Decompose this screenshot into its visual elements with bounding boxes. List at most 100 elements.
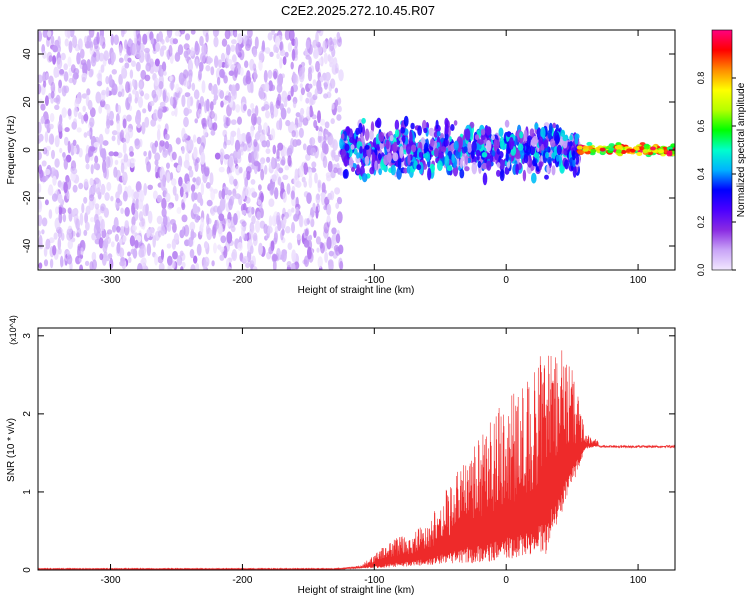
spectrogram-cell	[265, 148, 271, 155]
spectrogram-cell	[58, 130, 63, 139]
spectrogram-cell	[124, 62, 130, 69]
spectrogram-cell	[191, 82, 196, 91]
spectrogram-cell	[180, 266, 184, 270]
spectrogram-cell	[234, 139, 241, 153]
spectrogram-cell	[138, 96, 143, 108]
spectrogram-cell	[138, 88, 143, 95]
spectrogram-cell	[547, 129, 552, 140]
spectrogram-cell	[218, 59, 223, 68]
spectrogram-cell	[285, 226, 291, 234]
spectrogram-cell	[356, 164, 360, 173]
spectrogram-cell	[176, 164, 182, 172]
spectrogram-cell	[438, 152, 444, 159]
spectrogram-cell	[67, 108, 72, 117]
spectrogram-cell	[38, 199, 43, 213]
spectrogram-cell	[89, 117, 95, 128]
spectrogram-cell	[166, 172, 171, 184]
spectrogram-cell	[41, 229, 45, 235]
spectrogram-cell	[620, 150, 627, 154]
spectrogram-cell	[144, 93, 150, 100]
spectrogram-cell	[237, 116, 242, 125]
spectrogram-cell	[146, 243, 152, 256]
spectrogram-cell	[221, 61, 226, 68]
spectrogram-cell	[377, 153, 382, 161]
spectrogram-cell	[171, 178, 177, 186]
spectrogram-cell	[57, 120, 63, 132]
spectrogram-cell	[540, 143, 545, 151]
spectrogram-cell	[67, 140, 71, 154]
spectrogram-cell	[206, 199, 213, 207]
spectrogram-cell	[316, 247, 320, 253]
spectrogram-cell	[324, 121, 330, 129]
spectrogram-cell	[195, 58, 199, 69]
spectrogram-cell	[356, 152, 360, 159]
spectrogram-cell	[72, 184, 78, 193]
spectrogram-cell	[515, 152, 521, 159]
spectrogram-cell	[499, 136, 505, 150]
spectrogram-cell	[326, 236, 332, 250]
spectrogram-cell	[323, 52, 328, 65]
spectrogram-cell	[50, 90, 55, 99]
spectrogram-cell	[128, 256, 132, 263]
spectrogram-cell	[222, 114, 227, 124]
spectrogram-cell	[143, 183, 148, 196]
spectrogram-cell	[270, 128, 276, 141]
spectrogram-cell	[81, 76, 86, 83]
spectrogram-cell	[290, 61, 294, 70]
spectrogram-cell	[327, 192, 333, 201]
spectrogram-cell	[250, 187, 256, 194]
spectrogram-cell	[290, 190, 295, 200]
spectrogram-cell	[343, 155, 348, 167]
spectrogram-cell	[478, 139, 484, 145]
spectrogram-cell	[235, 193, 241, 200]
spectrogram-cell	[608, 147, 615, 151]
spectrogram-cell	[459, 168, 465, 179]
colorbar: 0.0 0.2 0.4 0.6 0.8 Normalized spectral ampl…	[696, 29, 747, 276]
spectrogram-cell	[245, 262, 251, 269]
spectrogram-cell	[100, 218, 105, 232]
colorbar-label: Normalized spectral amplitude	[736, 82, 747, 217]
spectrogram-cell	[181, 94, 186, 108]
spectrogram-cell	[86, 59, 91, 72]
spectrogram-cell	[239, 145, 244, 153]
spectrogram-cell	[42, 71, 47, 84]
spectrogram-cell	[67, 240, 74, 250]
spectrogram-cell	[64, 136, 69, 146]
spectrogram-cell	[158, 262, 165, 270]
spectrogram-cell	[409, 131, 413, 143]
spectrogram-cell	[219, 246, 225, 253]
spectrogram-cell	[183, 80, 190, 88]
spectrogram-cell	[38, 74, 43, 84]
spectrogram-cell	[303, 162, 308, 175]
spectrogram-cell	[105, 86, 110, 97]
spectrogram-cell	[285, 119, 291, 127]
spectrogram-cell	[105, 156, 111, 169]
spectrogram-cell	[129, 151, 135, 157]
spectrogram-cell	[287, 42, 292, 53]
spectrogram-cell	[81, 203, 85, 214]
spectrogram-cell	[138, 198, 144, 210]
spectrogram-cell	[64, 38, 69, 47]
spectrogram-cell	[106, 181, 112, 192]
x-tick-label: 0	[503, 575, 509, 586]
spectrogram-cell	[48, 237, 55, 244]
spectrogram-cell	[57, 237, 62, 251]
spectrogram-cell	[226, 44, 231, 56]
spectrogram-cell	[181, 145, 185, 155]
spectrogram-cell	[302, 143, 307, 151]
spectrogram-cell	[329, 78, 336, 89]
spectrogram-cell	[135, 181, 142, 193]
spectrogram-cell	[93, 36, 99, 50]
spectrogram-cell	[163, 70, 167, 76]
spectrogram-cell	[517, 143, 524, 151]
spectrogram-cell	[273, 44, 277, 53]
spectrogram-cell	[162, 89, 167, 102]
spectrogram-cell	[227, 92, 232, 103]
spectrogram-cell	[423, 127, 428, 134]
spectrogram-cell	[106, 229, 113, 235]
spectrogram-cell	[247, 30, 253, 38]
spectrogram-cell	[241, 209, 247, 216]
spectrogram-cell	[643, 145, 650, 150]
spectrogram-cell	[213, 205, 219, 213]
